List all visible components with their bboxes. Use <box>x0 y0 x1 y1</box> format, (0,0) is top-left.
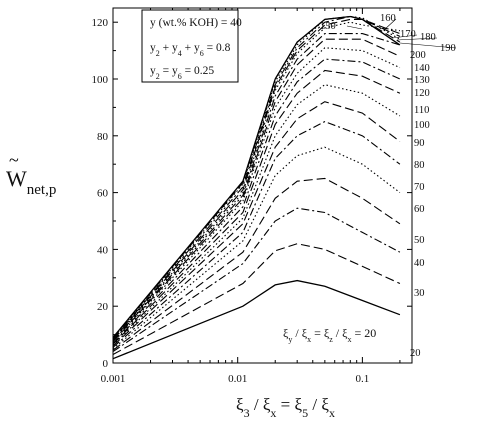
curve-label-leader <box>399 42 457 49</box>
series-line-70 <box>112 120 401 348</box>
series-line-130 <box>112 38 401 343</box>
curve-label-leader <box>391 34 418 39</box>
curve-label-50: 50 <box>414 235 425 246</box>
curve-label-30: 30 <box>414 288 425 299</box>
curve-label-80: 80 <box>414 160 425 171</box>
curve-label-120: 120 <box>414 88 430 99</box>
curve-label-110: 110 <box>414 105 429 116</box>
y-tick-label: 80 <box>97 131 109 143</box>
curve-label-leader <box>383 18 397 31</box>
x-tick-label: 0.01 <box>228 373 247 385</box>
series-line-60 <box>112 146 401 350</box>
legend-box: y (wt.% KOH) = 40 y2 + y4 + y6 = 0.8 y2 … <box>141 9 242 83</box>
series-line-180 <box>112 15 401 339</box>
series-line-30 <box>112 243 401 355</box>
curve-label-leader <box>396 37 438 41</box>
series-line-90 <box>112 84 401 346</box>
x-axis-label: ξ3 / ξx = ξ5 / ξx <box>236 395 335 420</box>
series-line-150 <box>112 21 400 341</box>
series-line-20 <box>112 279 401 360</box>
curve-label-90: 90 <box>414 138 425 149</box>
legend-box-frame <box>141 9 239 83</box>
curve-label-170: 170 <box>400 29 416 40</box>
ratio-note: ξy / ξx = ξz / ξx = 20 <box>283 326 376 344</box>
curve-label-20: 20 <box>410 348 421 359</box>
curve-label-60: 60 <box>414 204 425 215</box>
series-line-110 <box>112 58 401 344</box>
curve-label-100: 100 <box>414 120 430 131</box>
y-axis-label-accent: ~ <box>9 150 19 170</box>
curve-label-150: 150 <box>320 21 336 32</box>
y-axis-label: Wnet,p ~ <box>6 150 56 198</box>
curve-label-70: 70 <box>414 182 425 193</box>
x-axis: 0.001 0.01 0.1 <box>101 8 401 385</box>
y-tick-label: 100 <box>92 74 109 86</box>
curve-label-40: 40 <box>414 258 425 269</box>
y-tick-label: 120 <box>92 17 109 29</box>
curve-label-160: 160 <box>380 13 396 24</box>
curves-group <box>112 15 401 360</box>
series-line-100 <box>112 69 401 345</box>
y-tick-label: 0 <box>103 358 109 370</box>
series-line-140 <box>112 33 401 342</box>
y-axis: 0 20 40 60 80 100 120 <box>92 17 412 370</box>
curve-label-200: 200 <box>410 50 426 61</box>
plot-frame <box>112 7 413 364</box>
curve-label-130: 130 <box>414 75 430 86</box>
y-axis-label-text: Wnet,p <box>6 166 56 198</box>
curve-label-leader <box>346 25 363 30</box>
series-line-50 <box>112 177 401 351</box>
curve-label-180: 180 <box>420 32 436 43</box>
curve-label-140: 140 <box>414 63 430 74</box>
legend-line-1: y (wt.% KOH) = 40 <box>150 17 242 29</box>
series-line-40 <box>112 207 401 353</box>
y-tick-label: 40 <box>97 244 109 256</box>
series-line-170 <box>112 15 401 340</box>
series-line-200 <box>112 15 401 338</box>
legend-line-3: y2 = y6 = 0.25 <box>150 65 214 81</box>
y-tick-label: 60 <box>97 188 109 200</box>
series-line-80 <box>112 101 401 347</box>
curve-label-190: 190 <box>440 43 456 54</box>
x-tick-label: 0.001 <box>101 373 126 385</box>
legend-line-2: y2 + y4 + y6 = 0.8 <box>150 42 231 58</box>
y-tick-label: 20 <box>97 301 109 313</box>
series-line-120 <box>112 47 401 343</box>
x-tick-label: 0.1 <box>356 373 370 385</box>
